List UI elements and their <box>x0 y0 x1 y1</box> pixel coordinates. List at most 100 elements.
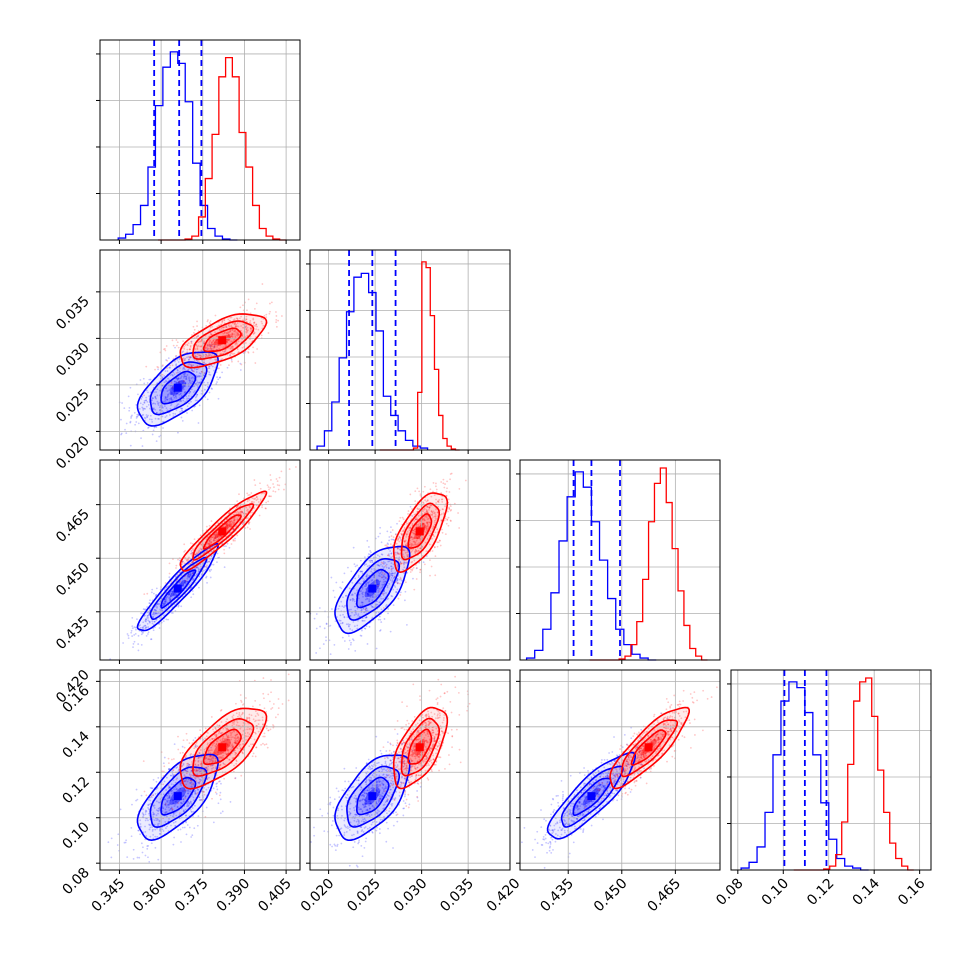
scatter-point <box>141 406 144 409</box>
scatter-point <box>394 571 397 574</box>
scatter-point <box>165 398 168 400</box>
scatter-point <box>260 334 263 337</box>
scatter-point <box>425 508 428 511</box>
scatter-point <box>432 525 435 528</box>
scatter-point <box>165 776 168 779</box>
scatter-point <box>165 598 168 601</box>
scatter-point <box>155 440 158 443</box>
scatter-point <box>368 599 370 602</box>
scatter-point <box>233 518 236 521</box>
scatter-point <box>176 392 179 395</box>
scatter-point <box>404 544 407 547</box>
scatter-point <box>215 359 218 362</box>
scatter-point <box>269 486 272 489</box>
scatter-point <box>146 622 149 625</box>
scatter-point <box>410 561 413 564</box>
scatter-point <box>340 587 343 590</box>
scatter-point <box>215 739 218 742</box>
scatter-point <box>267 729 270 732</box>
scatter-point <box>226 728 229 731</box>
scatter-point <box>247 522 250 525</box>
scatter-point <box>212 766 215 769</box>
scatter-point <box>238 737 240 740</box>
scatter-point <box>192 572 195 574</box>
scatter-point <box>365 609 367 612</box>
scatter-point <box>197 344 200 347</box>
scatter-point <box>237 332 239 335</box>
scatter-point <box>417 508 420 511</box>
scatter-point <box>164 803 166 806</box>
scatter-point <box>170 790 173 793</box>
scatter-point <box>170 774 173 777</box>
scatter-point <box>234 325 237 328</box>
scatter-point <box>343 616 346 619</box>
scatter-point <box>432 482 435 484</box>
scatter-point <box>154 612 157 615</box>
scatter-point <box>193 769 196 772</box>
scatter-point <box>379 580 382 583</box>
scatter-point <box>236 733 239 736</box>
scatter-point <box>166 586 168 588</box>
scatter-point <box>223 552 226 555</box>
scatter-point <box>219 764 222 766</box>
scatter-point <box>127 395 130 398</box>
scatter-point <box>194 777 197 780</box>
scatter-point <box>221 320 224 322</box>
scatter-point <box>208 776 210 779</box>
scatter-point <box>185 395 188 398</box>
scatter-point <box>228 364 230 367</box>
scatter-point <box>164 370 167 372</box>
scatter-point <box>415 549 418 552</box>
scatter-point <box>174 380 176 383</box>
scatter-point <box>212 563 215 566</box>
scatter-point <box>248 521 251 524</box>
scatter-point <box>219 791 222 794</box>
scatter-point <box>194 792 197 795</box>
scatter-point <box>433 546 436 549</box>
scatter-point <box>431 550 434 552</box>
scatter-point <box>407 553 410 556</box>
scatter-point <box>208 542 210 545</box>
scatter-point <box>406 532 409 535</box>
scatter-point <box>450 472 453 475</box>
scatter-point <box>257 501 260 503</box>
scatter-point <box>249 320 252 322</box>
scatter-point <box>410 536 413 538</box>
scatter-point <box>152 805 155 808</box>
scatter-point <box>142 407 144 410</box>
scatter-point <box>341 605 344 608</box>
scatter-point <box>378 601 381 604</box>
scatter-point <box>208 569 211 571</box>
scatter-point <box>189 800 192 803</box>
scatter-point <box>215 339 218 341</box>
scatter-point <box>189 779 192 781</box>
scatter-point <box>165 414 168 417</box>
scatter-point <box>144 620 147 622</box>
scatter-point <box>397 538 400 540</box>
scatter-point <box>163 348 165 351</box>
scatter-point <box>191 561 194 564</box>
scatter-point <box>151 787 154 790</box>
scatter-point <box>357 597 360 600</box>
scatter-point <box>449 473 452 475</box>
scatter-point <box>216 341 219 344</box>
scatter-point <box>148 621 151 624</box>
scatter-point <box>323 627 326 630</box>
scatter-point <box>245 318 248 321</box>
scatter-point <box>181 585 184 587</box>
scatter-point <box>440 513 443 515</box>
scatter-point <box>406 522 408 525</box>
scatter-point <box>371 559 373 562</box>
scatter-point <box>233 322 236 325</box>
scatter-point <box>208 758 211 761</box>
scatter-point <box>240 325 242 327</box>
scatter-point <box>177 605 180 608</box>
scatter-point <box>426 524 429 527</box>
scatter-point <box>214 343 216 345</box>
scatter-point <box>426 529 429 532</box>
scatter-point <box>215 334 218 337</box>
scatter-point <box>147 803 150 806</box>
scatter-point <box>396 582 399 585</box>
scatter-point <box>380 541 383 544</box>
scatter-point <box>206 564 208 567</box>
